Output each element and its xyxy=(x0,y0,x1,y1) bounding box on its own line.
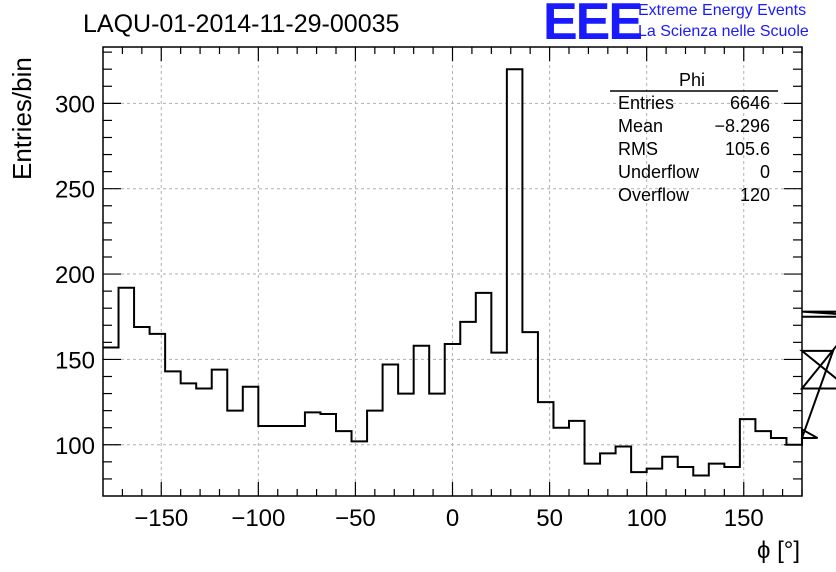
histogram-bin xyxy=(165,371,181,496)
histogram-bin xyxy=(522,332,538,496)
stats-title: Phi xyxy=(679,70,706,90)
histogram-bin xyxy=(616,446,632,496)
stats-label: Entries xyxy=(618,93,675,113)
histogram-bin xyxy=(553,428,569,496)
logo-line-2: La Scienza nelle Scuole xyxy=(638,23,809,40)
stats-value: 6646 xyxy=(729,93,770,113)
histogram-bin xyxy=(119,288,135,496)
histogram-bin xyxy=(662,457,678,496)
histogram-bin xyxy=(709,464,725,496)
y-tick-label: 250 xyxy=(55,177,95,204)
stats-value: −8.296 xyxy=(714,116,770,136)
stats-value: 120 xyxy=(739,185,770,205)
histogram-bin xyxy=(320,414,336,496)
histogram-bin xyxy=(227,411,243,496)
y-axis-title: Entries/bin xyxy=(7,57,37,180)
histogram-bin xyxy=(460,322,476,496)
axis-ticks xyxy=(103,47,803,496)
y-tick-labels: 100 150 200 250 300 xyxy=(55,91,95,459)
stats-value: 0 xyxy=(759,162,770,182)
y-tick-label: 100 xyxy=(55,433,95,460)
y-tick-label: 300 xyxy=(55,91,95,118)
histogram-bin xyxy=(631,472,647,496)
histogram-bin xyxy=(181,383,197,496)
histogram-bin xyxy=(367,411,383,496)
stats-label: RMS xyxy=(618,139,658,159)
histogram-bin xyxy=(134,327,150,496)
histogram-bin xyxy=(647,469,663,496)
x-tick-label: −50 xyxy=(335,505,376,532)
stats-value: 105.6 xyxy=(724,139,770,159)
histogram-bin xyxy=(289,426,305,496)
histogram-bin xyxy=(476,293,492,496)
histogram-bin xyxy=(352,441,368,496)
histogram-bin xyxy=(305,412,321,496)
logo-line-1: Extreme Energy Events xyxy=(638,2,807,19)
x-axis-title: ϕ [°] xyxy=(757,537,800,564)
histogram-bin xyxy=(150,334,166,496)
histogram-bin xyxy=(491,353,507,496)
x-tick-label: −100 xyxy=(231,505,285,532)
y-tick-label: 150 xyxy=(55,347,95,374)
histogram-bin xyxy=(336,431,352,496)
x-tick-labels: −150 −100 −50 0 50 100 150 xyxy=(134,505,764,532)
x-tick-label: 150 xyxy=(724,505,764,532)
histogram-bin xyxy=(383,365,399,496)
histogram-bin xyxy=(258,426,274,496)
stats-label: Mean xyxy=(618,116,664,136)
histogram-bin xyxy=(429,394,445,496)
histogram-bin xyxy=(786,445,802,496)
grid-lines xyxy=(103,47,802,496)
histogram-bin xyxy=(414,346,430,496)
stats-label: Underflow xyxy=(618,162,700,182)
histogram-bin xyxy=(507,69,523,496)
histogram-outline xyxy=(103,68,836,477)
histogram-bars xyxy=(103,68,836,496)
x-tick-label: 50 xyxy=(536,505,563,532)
histogram-bin xyxy=(693,476,709,496)
histogram-bin xyxy=(569,421,585,496)
histogram-bin xyxy=(755,431,771,496)
histogram-bin xyxy=(538,402,554,496)
x-tick-label: −150 xyxy=(134,505,188,532)
histogram-bin xyxy=(212,370,228,496)
histogram-bin xyxy=(103,347,119,496)
histogram-bin xyxy=(274,426,290,496)
histogram-bin xyxy=(724,467,740,496)
histogram-bin xyxy=(740,419,756,496)
run-title: LAQU-01-2014-11-29-00035 xyxy=(83,10,400,38)
x-tick-label: 100 xyxy=(627,505,667,532)
histogram-bin xyxy=(243,387,259,496)
stats-label: Overflow xyxy=(618,185,690,205)
histogram-bin xyxy=(585,464,601,496)
y-tick-label: 200 xyxy=(55,262,95,289)
x-tick-label: 0 xyxy=(446,505,459,532)
histogram-bin xyxy=(771,438,787,496)
eee-logo: EEE xyxy=(543,0,643,51)
histogram-bin xyxy=(196,388,212,496)
